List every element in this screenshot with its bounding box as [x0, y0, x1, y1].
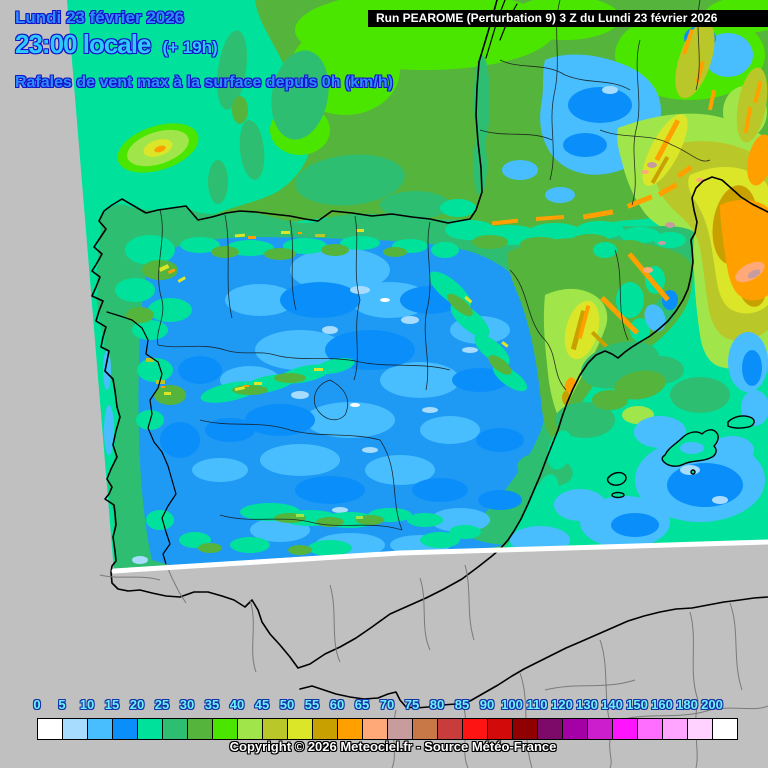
atlantic-patches: [117, 30, 265, 204]
subtitle-line: Rafales de vent max à la surface depuis …: [15, 74, 393, 91]
border-portugal-spain: [106, 311, 177, 565]
coastline-africa: [299, 596, 768, 709]
ibiza: [606, 471, 627, 486]
formentera: [611, 491, 625, 499]
interior-blue-mottle: [160, 248, 524, 557]
gray-zone-borders: [99, 563, 768, 768]
copyright-notice: Copyright © 2026 Meteociel.fr - Source M…: [229, 739, 557, 754]
ebro-valley-region: [507, 238, 693, 442]
map-header: Lundi 23 février 2026 23:00 locale (+ 19…: [15, 8, 393, 92]
domain-edge: [111, 539, 768, 574]
time-line: 23:00 locale: [15, 29, 151, 59]
admin-borders: [157, 0, 711, 531]
coastline-iberia-france: [91, 0, 768, 669]
balearic-islands: [606, 415, 755, 499]
run-banner: Run PEAROME (Perturbation 9) 3 Z du Lund…: [368, 10, 768, 27]
coastlines: [91, 0, 768, 709]
france-mountain-ridges: [642, 21, 768, 186]
cabrera: [690, 469, 696, 475]
date-line: Lundi 23 février 2026: [15, 8, 185, 27]
time-offset: (+ 19h): [162, 38, 218, 57]
menorca: [727, 415, 755, 429]
